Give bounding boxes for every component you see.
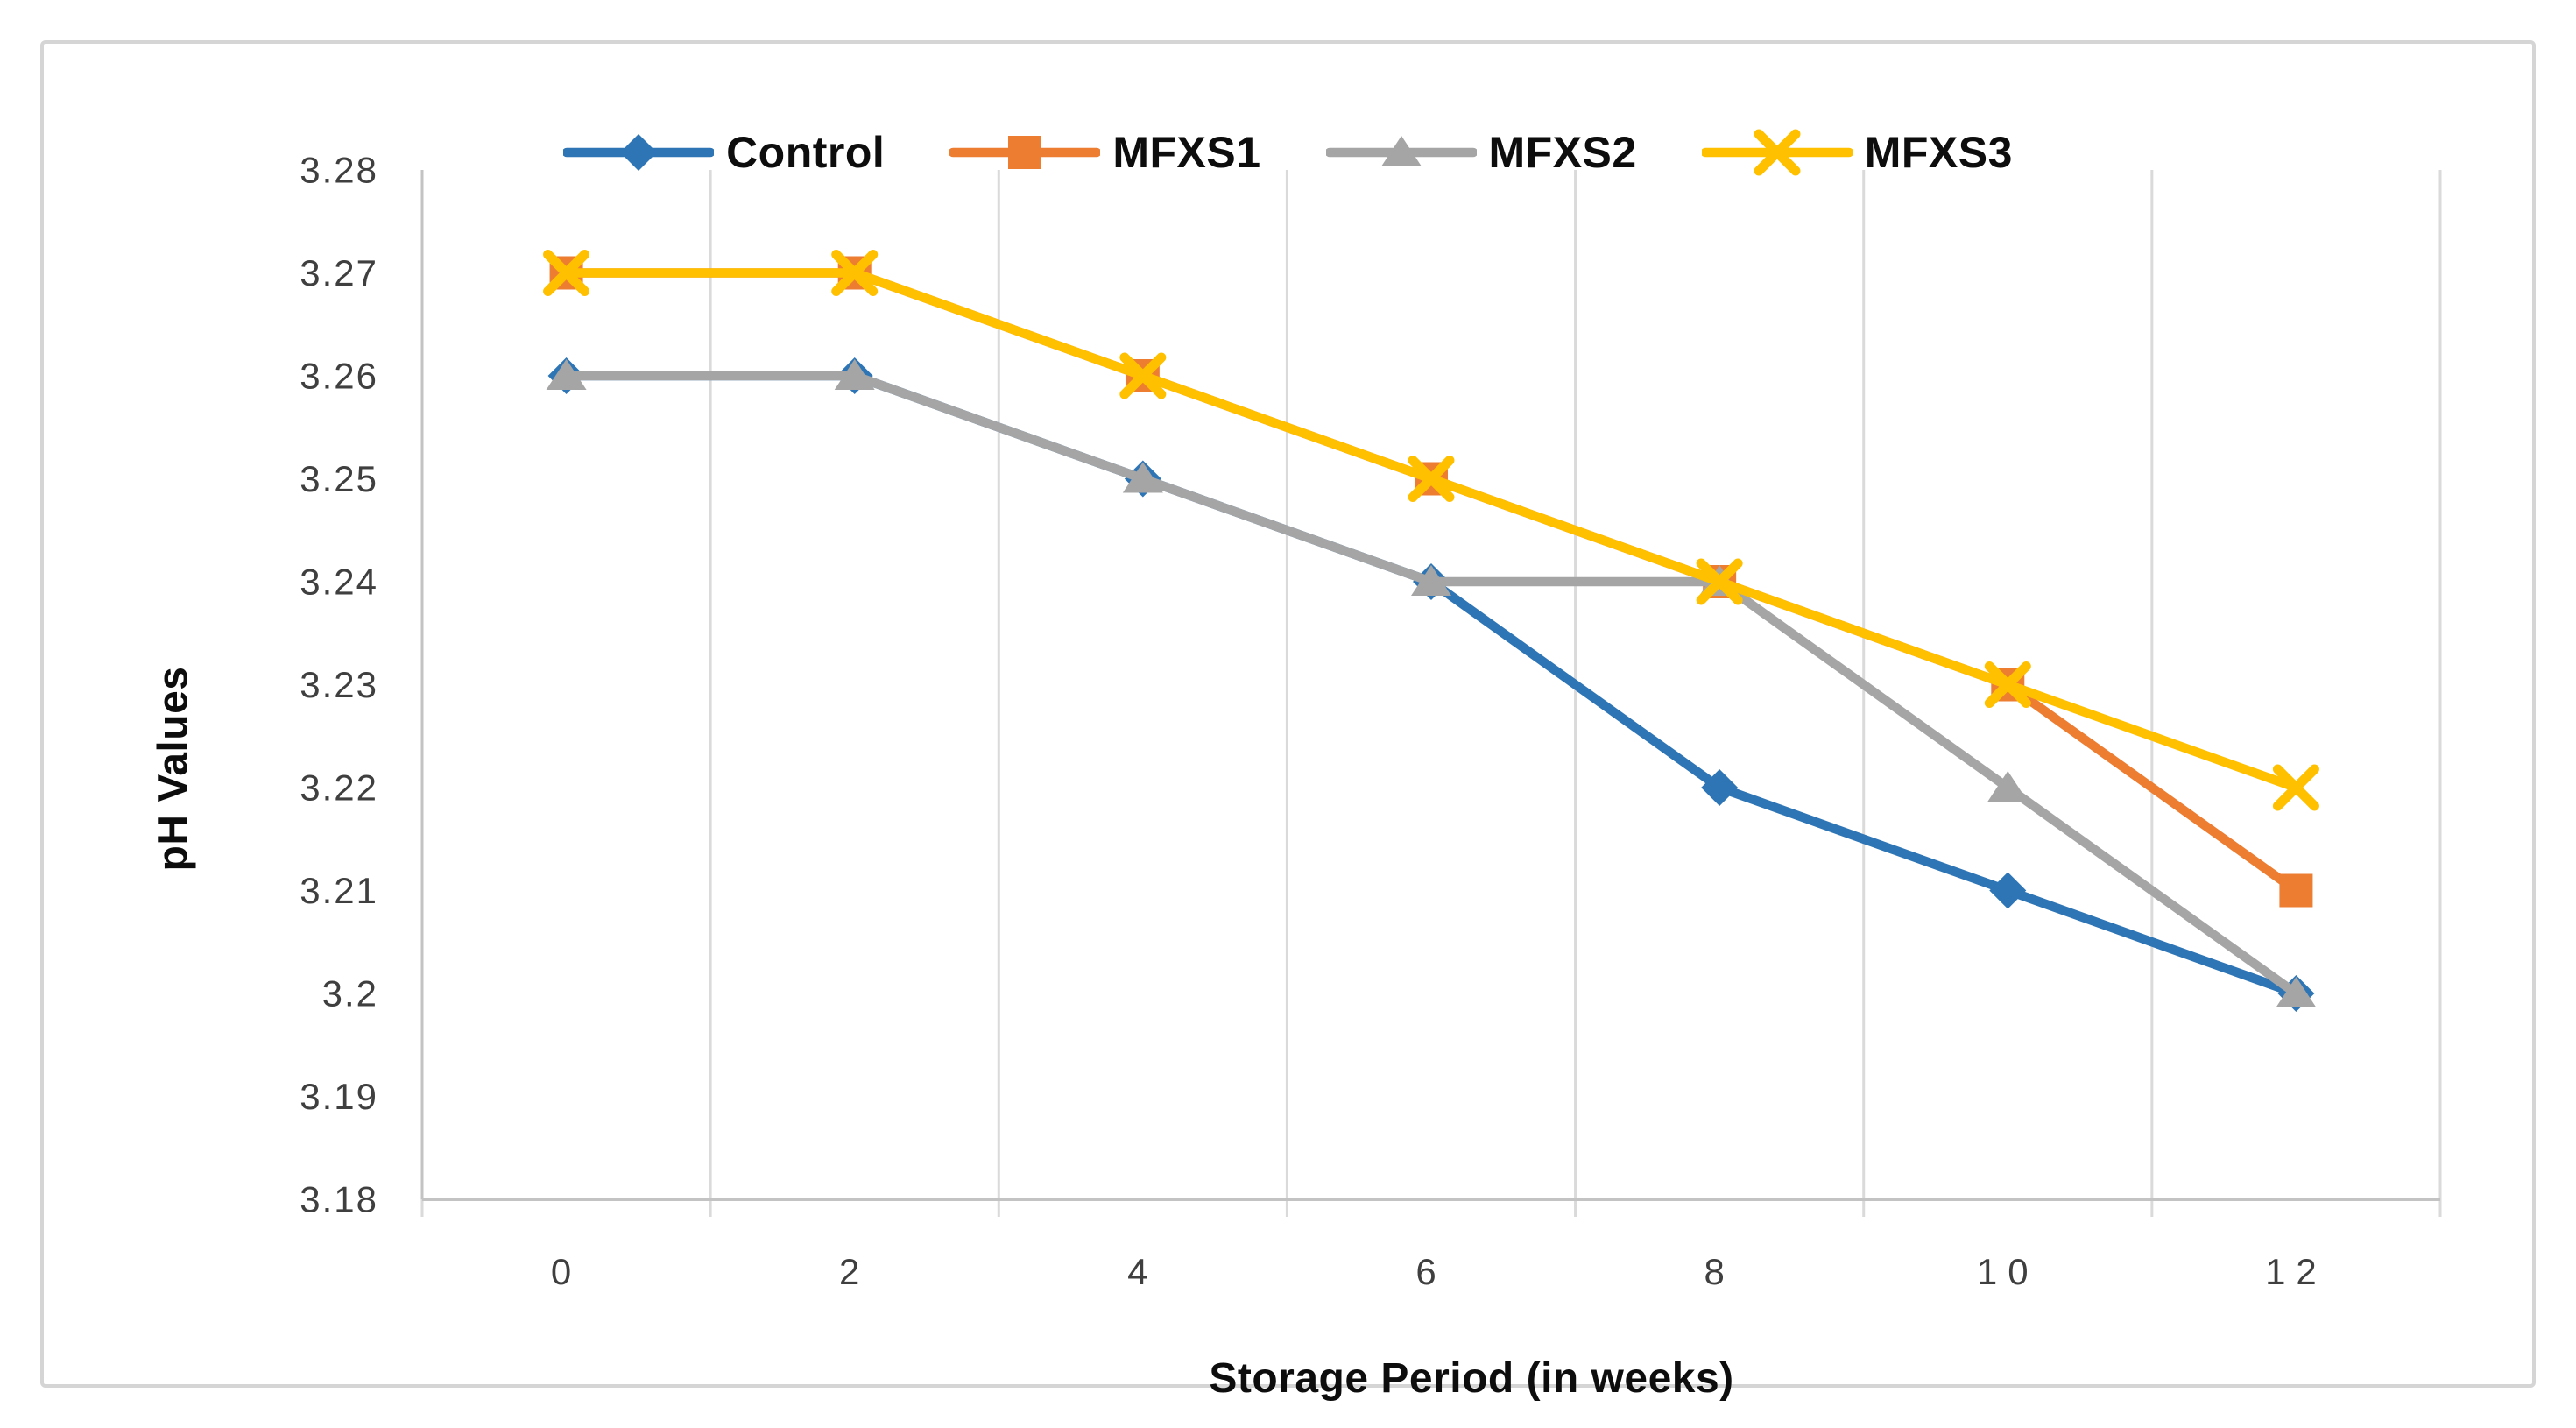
y-tick-label: 3.25 bbox=[300, 458, 378, 499]
triangle-marker bbox=[2276, 977, 2317, 1007]
triangle-marker bbox=[546, 359, 587, 390]
series-control bbox=[547, 357, 2315, 1012]
triangle-marker bbox=[1122, 462, 1163, 493]
legend-label: MFXS3 bbox=[1864, 128, 2013, 177]
y-tick-label: 3.21 bbox=[300, 870, 378, 911]
legend-marker-triangle bbox=[1325, 136, 1477, 166]
y-tick-label: 3.26 bbox=[300, 356, 378, 397]
y-tick-label: 3.22 bbox=[300, 767, 378, 809]
diamond-marker bbox=[1989, 872, 2027, 909]
series-mfxs2 bbox=[546, 359, 2317, 1007]
square-marker bbox=[2279, 873, 2313, 908]
y-tick-label: 3.27 bbox=[300, 252, 378, 293]
triangle-marker bbox=[1411, 565, 1451, 596]
x-tick-label: 0 bbox=[551, 1251, 582, 1292]
x-marker bbox=[1754, 129, 1801, 176]
legend-marker-x bbox=[1701, 129, 1853, 176]
legend: Control MFXS1 MFXS2 MFXS3 bbox=[44, 124, 2532, 180]
legend-marker-diamond bbox=[563, 134, 715, 171]
triangle-marker bbox=[1987, 771, 2029, 802]
x-tick-label: 8 bbox=[1704, 1251, 1734, 1292]
legend-label: MFXS1 bbox=[1112, 128, 1261, 177]
x-tick-label: 2 bbox=[839, 1251, 870, 1292]
triangle-marker bbox=[834, 359, 875, 390]
legend-label: MFXS2 bbox=[1488, 128, 1637, 177]
x-axis-title: Storage Period (in weeks) bbox=[1209, 1355, 1734, 1402]
ph-line-chart: 3.18 3.19 3.2 3.21 3.22 3.23 3.24 3.25 3.26 3.27 3… bbox=[300, 150, 2442, 1292]
x-marker bbox=[1984, 661, 2031, 708]
legend-item-mfxs2: MFXS2 bbox=[1325, 124, 1637, 180]
y-tick-label: 3.19 bbox=[300, 1076, 378, 1117]
triangle-marker bbox=[1380, 136, 1422, 166]
y-tick-label: 3.28 bbox=[300, 150, 378, 191]
x-marker bbox=[2272, 764, 2319, 811]
chart-frame: 3.18 3.19 3.2 3.21 3.22 3.23 3.24 3.25 3.26 3.27 3… bbox=[40, 40, 2536, 1402]
legend-item-control: Control bbox=[563, 124, 885, 180]
y-tick-label: 3.2 bbox=[322, 973, 378, 1014]
square-marker bbox=[1008, 136, 1042, 169]
y-tick-label: 3.18 bbox=[300, 1179, 378, 1220]
y-tick-label: 3.23 bbox=[300, 664, 378, 705]
diamond-marker bbox=[1701, 769, 1739, 806]
legend-label: Control bbox=[726, 128, 886, 177]
x-tick-label: 10 bbox=[1977, 1251, 2039, 1292]
y-tick-label: 3.24 bbox=[300, 562, 378, 603]
legend-marker-square bbox=[949, 136, 1101, 169]
x-marker bbox=[1119, 352, 1167, 399]
y-axis-title: pH Values bbox=[150, 666, 197, 872]
x-tick-label: 12 bbox=[2265, 1251, 2327, 1292]
diamond-marker bbox=[620, 134, 658, 171]
x-marker bbox=[1696, 558, 1743, 605]
legend-item-mfxs1: MFXS1 bbox=[949, 124, 1260, 180]
series-mfxs3 bbox=[543, 250, 2319, 811]
x-marker bbox=[831, 250, 879, 296]
x-marker bbox=[543, 250, 590, 296]
x-marker bbox=[1408, 456, 1455, 502]
legend-item-mfxs3: MFXS3 bbox=[1701, 124, 2013, 180]
x-tick-label: 4 bbox=[1127, 1251, 1158, 1292]
x-tick-label: 6 bbox=[1415, 1251, 1446, 1292]
